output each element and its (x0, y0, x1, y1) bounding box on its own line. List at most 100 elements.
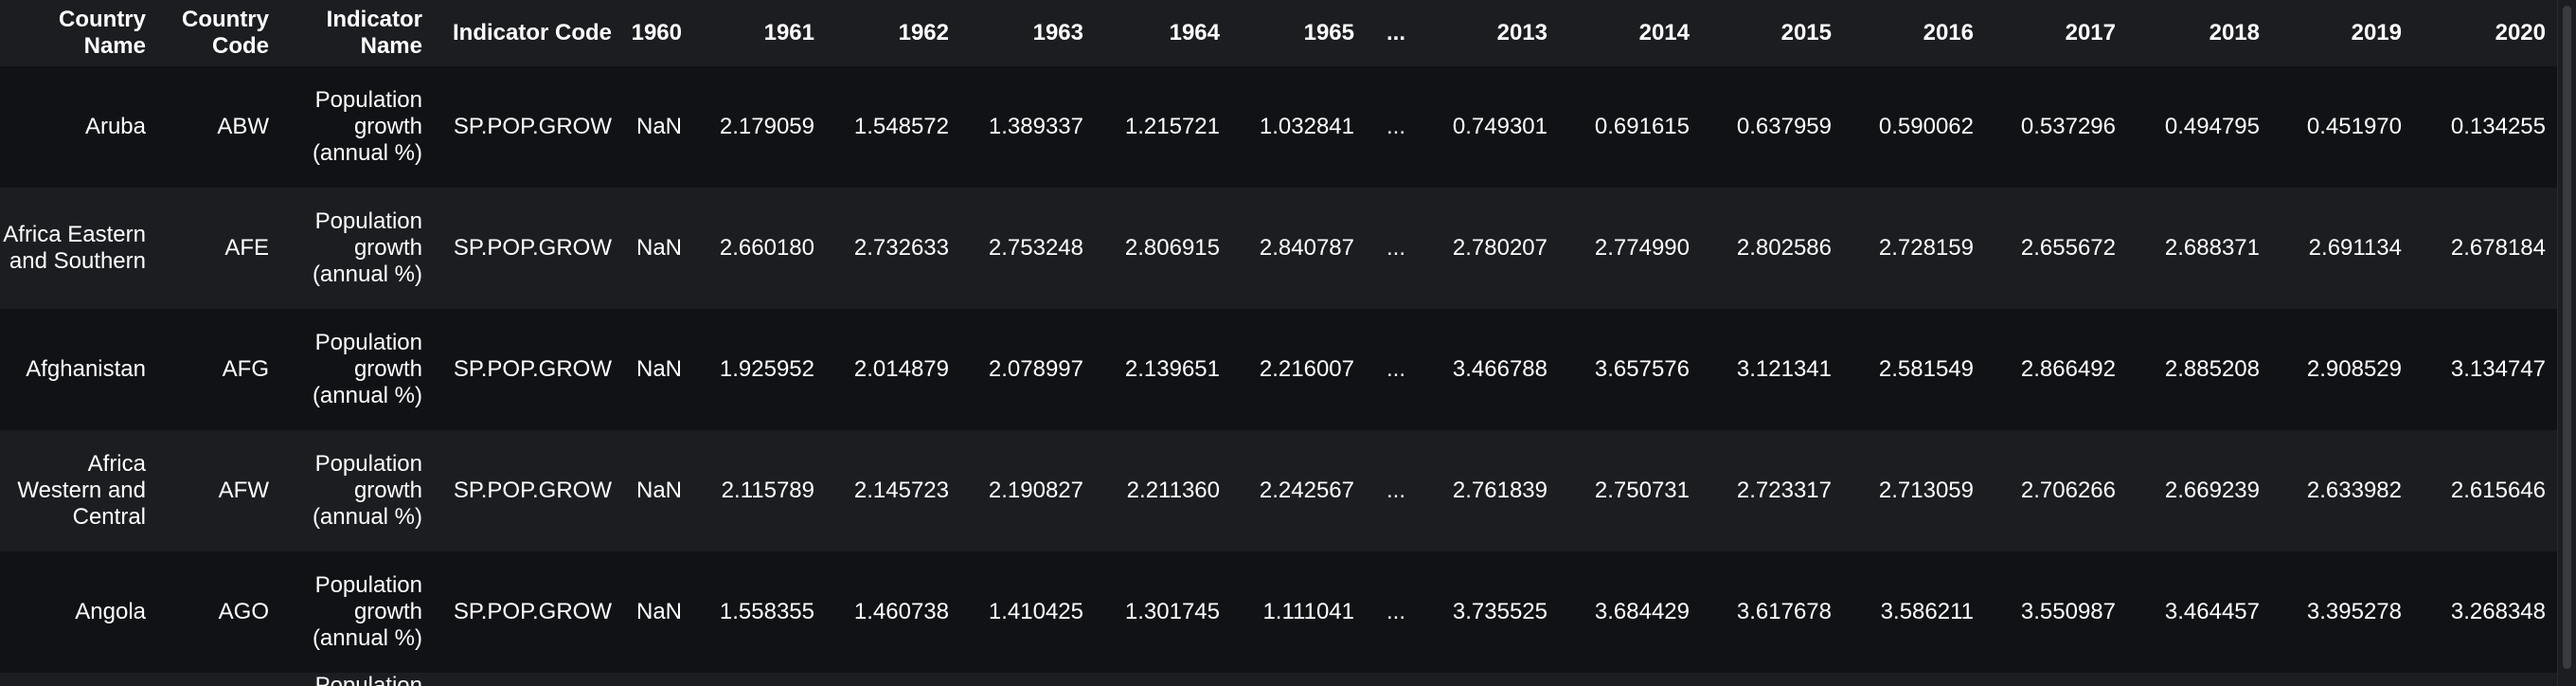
table-cell: 3.684429 (1559, 551, 1701, 673)
table-row: Angola AGO Population growth (annual %) SP.… (0, 551, 2557, 673)
table-cell: ... (1366, 188, 1417, 309)
table-cell: 2.078997 (960, 309, 1095, 430)
table-cell: 2.706266 (1985, 430, 2127, 551)
table-cell: 2.761839 (1417, 430, 1559, 551)
table-cell: 2.242567 (1231, 430, 1366, 551)
table-cell: 2.885208 (2127, 309, 2271, 430)
table-cell: 3.121341 (1701, 309, 1843, 430)
table-cell: 3.657576 (1559, 309, 1701, 430)
table-cell: ... (1366, 309, 1417, 430)
table-cell: 1.301745 (1095, 551, 1231, 673)
table-cell: Population growth (annual %) (280, 551, 434, 673)
table-cell: 2.014879 (826, 309, 960, 430)
table-cell: 0.134255 (2413, 66, 2557, 188)
table-cell: SP.POP.GROW (434, 430, 623, 551)
table-cell: 2.179059 (693, 66, 826, 188)
column-header: 2015 (1701, 0, 1843, 66)
table-cell: 0.637959 (1701, 66, 1843, 188)
table-cell: 0.749301 (1417, 66, 1559, 188)
table-cell: 2.139651 (1095, 309, 1231, 430)
table-cell: 2.774990 (1559, 188, 1701, 309)
table-cell: 2.728159 (1843, 188, 1985, 309)
table-cell: 2.806915 (1095, 188, 1231, 309)
table-cell: 2.908529 (2271, 309, 2413, 430)
partial-indicator-name: Population (314, 673, 422, 686)
table-cell: ... (1366, 551, 1417, 673)
column-header: 1965 (1231, 0, 1366, 66)
table-cell: ABW (157, 66, 280, 188)
table-cell: 1.925952 (693, 309, 826, 430)
table-cell: 2.615646 (2413, 430, 2557, 551)
table-cell: Angola (0, 551, 157, 673)
table-cell: ... (1366, 66, 1417, 188)
table-cell (1366, 673, 1417, 686)
table-cell: Africa Western and Central (0, 430, 157, 551)
vertical-scrollbar[interactable] (2557, 0, 2576, 686)
table-cell: 0.590062 (1843, 66, 1985, 188)
column-header: 1964 (1095, 0, 1231, 66)
column-header: Country Name (0, 0, 157, 66)
table-cell: 3.134747 (2413, 309, 2557, 430)
table-cell: 2.802586 (1701, 188, 1843, 309)
table-cell (2127, 673, 2271, 686)
column-header: Indicator Code (434, 0, 623, 66)
table-cell: 2.190827 (960, 430, 1095, 551)
table-cell: 2.750731 (1559, 430, 1701, 551)
table-cell: 2.866492 (1985, 309, 2127, 430)
column-header: 2017 (1985, 0, 2127, 66)
table-row: Afghanistan AFG Population growth (annual … (0, 309, 2557, 430)
column-header: 1961 (693, 0, 826, 66)
table-cell: 3.466788 (1417, 309, 1559, 430)
table-cell: 0.494795 (2127, 66, 2271, 188)
table-cell: 2.713059 (1843, 430, 1985, 551)
table-cell: 2.669239 (2127, 430, 2271, 551)
column-header: 2020 (2413, 0, 2557, 66)
table-cell: 2.211360 (1095, 430, 1231, 551)
column-header: 1960 (623, 0, 693, 66)
table-cell (0, 673, 157, 686)
table-cell: 1.460738 (826, 551, 960, 673)
table-cell: NaN (623, 551, 693, 673)
table-cell: 3.586211 (1843, 551, 1985, 673)
table-cell: NaN (623, 309, 693, 430)
table-cell: 3.268348 (2413, 551, 2557, 673)
table-cell: 3.550987 (1985, 551, 2127, 673)
table-cell: 2.678184 (2413, 188, 2557, 309)
scrollbar-thumb[interactable] (2563, 6, 2571, 669)
table-cell: 2.732633 (826, 188, 960, 309)
table-cell: 3.395278 (2271, 551, 2413, 673)
table-cell (2413, 673, 2557, 686)
table-cell: NaN (623, 188, 693, 309)
table-cell: 2.216007 (1231, 309, 1366, 430)
table-cell: 2.145723 (826, 430, 960, 551)
column-header: 2019 (2271, 0, 2413, 66)
table-cell: AGO (157, 551, 280, 673)
table-row-partial: Population (0, 673, 2557, 686)
table-cell: 3.464457 (2127, 551, 2271, 673)
column-header: Indicator Name (280, 0, 434, 66)
table-cell: 2.840787 (1231, 188, 1366, 309)
table-cell: AFE (157, 188, 280, 309)
column-header: 1962 (826, 0, 960, 66)
table-cell: ... (1366, 430, 1417, 551)
table-cell: 1.548572 (826, 66, 960, 188)
column-header: 2016 (1843, 0, 1985, 66)
table-cell (623, 673, 693, 686)
table-cell (1095, 673, 1231, 686)
column-header: 2014 (1559, 0, 1701, 66)
table-cell: 2.655672 (1985, 188, 2127, 309)
column-header: 2018 (2127, 0, 2271, 66)
table-row: Aruba ABW Population growth (annual %) SP.P… (0, 66, 2557, 188)
table-cell: Aruba (0, 66, 157, 188)
table-cell: 1.032841 (1231, 66, 1366, 188)
table-cell (1231, 673, 1366, 686)
table-cell: Population growth (annual %) (280, 188, 434, 309)
table-body: Aruba ABW Population growth (annual %) SP.P… (0, 66, 2557, 686)
table-cell: Afghanistan (0, 309, 157, 430)
table-cell: 2.723317 (1701, 430, 1843, 551)
table-cell (1417, 673, 1559, 686)
table-cell (1985, 673, 2127, 686)
table-cell: AFG (157, 309, 280, 430)
table-cell: Population growth (annual %) (280, 309, 434, 430)
